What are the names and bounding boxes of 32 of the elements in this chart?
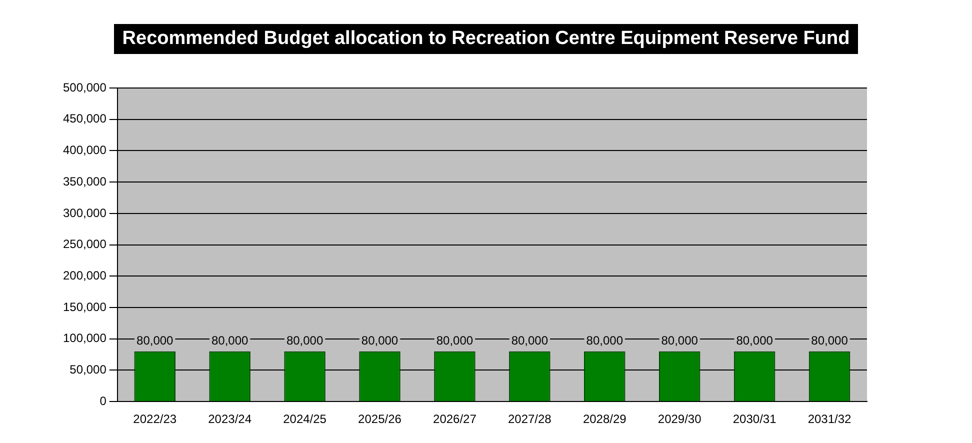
data-label: 80,000	[811, 334, 848, 348]
data-label: 80,000	[211, 334, 248, 348]
data-label: 80,000	[736, 334, 774, 348]
data-label: 80,000	[436, 334, 474, 348]
data-label: 80,000	[136, 334, 174, 348]
data-label: 80,000	[511, 334, 548, 348]
data-label: 80,000	[361, 334, 398, 348]
y-tick-label: 50,000	[70, 362, 107, 377]
chart-title: Recommended Budget allocation to Recreation Centre Equipment Reserve Fund	[114, 24, 858, 54]
x-tick-label: 2027/28	[508, 412, 552, 426]
data-label: 80,000	[286, 334, 324, 348]
y-tick-label: 250,000	[62, 237, 107, 252]
y-tick-label: 200,000	[62, 268, 107, 282]
data-label: 80,000	[586, 334, 624, 348]
y-tick-label: 100,000	[62, 331, 107, 346]
x-tick-label: 2026/27	[433, 412, 477, 426]
x-tick-label: 2024/25	[283, 412, 327, 426]
y-tick-label: 350,000	[62, 174, 107, 188]
x-tick-label: 2030/31	[732, 412, 777, 426]
y-tick-label: 150,000	[62, 300, 107, 314]
y-tick-label: 300,000	[62, 206, 107, 220]
x-tick-label: 2025/26	[358, 412, 402, 426]
y-tick-label: 400,000	[62, 143, 107, 158]
x-tick-label: 2031/32	[808, 412, 852, 426]
x-tick-label: 2029/30	[658, 412, 702, 426]
x-tick-label: 2022/23	[133, 412, 177, 426]
y-tick-label: 0	[100, 394, 107, 408]
x-tick-label: 2023/24	[208, 412, 252, 426]
data-label: 80,000	[661, 334, 698, 348]
y-tick-label: 450,000	[62, 112, 107, 126]
x-tick-label: 2028/29	[582, 412, 627, 426]
y-tick-label: 500,000	[62, 80, 107, 94]
